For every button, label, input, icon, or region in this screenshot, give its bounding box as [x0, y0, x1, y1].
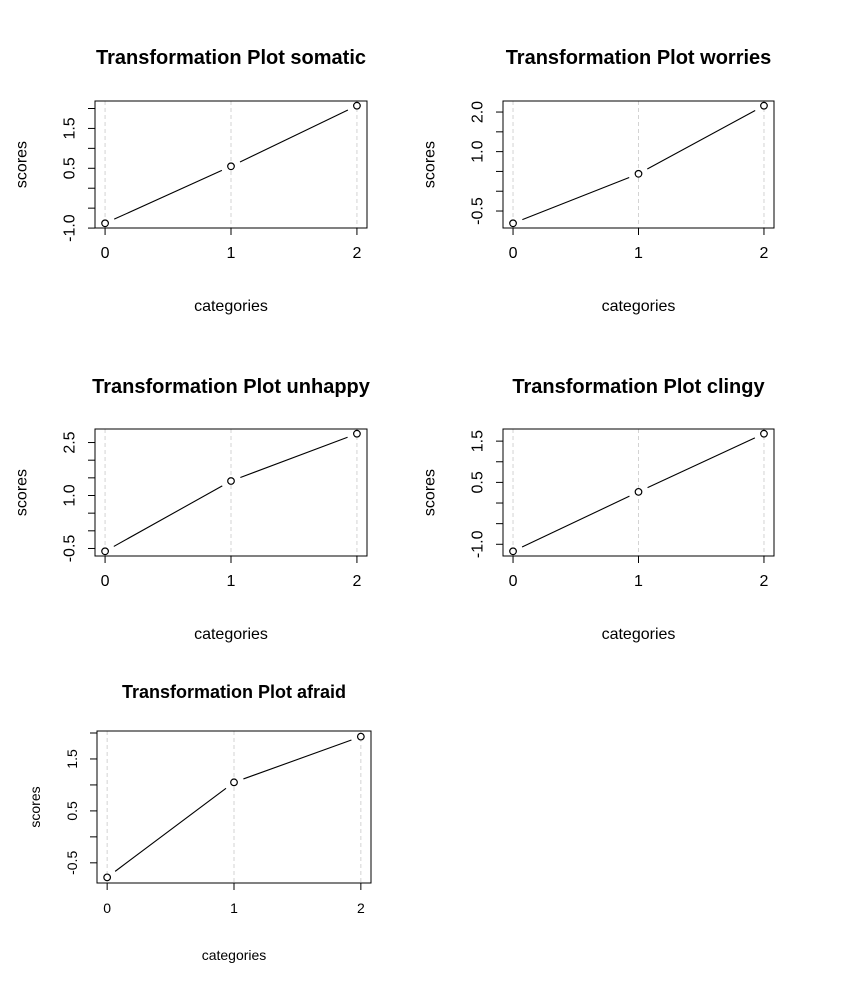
x-axis-label: categories	[194, 298, 268, 315]
y-tick-label: 1.5	[64, 749, 80, 769]
y-tick-label: -1.0	[62, 214, 79, 242]
data-point	[103, 873, 112, 882]
x-tick-label: 0	[101, 245, 110, 262]
x-tick-label: 1	[227, 573, 236, 590]
y-tick-label: -0.5	[62, 535, 79, 563]
plot-title: Transformation Plot unhappy	[92, 376, 371, 398]
y-axis-label: scores	[422, 141, 439, 188]
plot-title: Transformation Plot worries	[506, 47, 772, 69]
y-tick-label: 1.0	[62, 484, 79, 506]
data-point	[353, 429, 361, 438]
x-tick-label: 1	[634, 245, 643, 262]
x-tick-label: 2	[352, 245, 361, 262]
plot-0: Transformation Plot somatic 0 1 2 categories…	[14, 47, 368, 315]
x-tick-label: 2	[760, 573, 769, 590]
data-point	[634, 487, 643, 496]
y-tick-label: 0.5	[62, 157, 79, 179]
y-tick-label: -0.5	[64, 851, 80, 875]
plot-2: Transformation Plot unhappy 0 1 2 categories…	[14, 376, 371, 643]
series-segment	[647, 109, 756, 170]
x-tick-label: 1	[230, 900, 238, 916]
x-tick-label: 0	[509, 573, 518, 590]
plot-title: Transformation Plot somatic	[96, 47, 366, 69]
data-point	[509, 547, 517, 556]
x-tick-label: 0	[101, 573, 110, 590]
plot-1: Transformation Plot worries 0 1 2 categories…	[422, 47, 775, 315]
x-axis-label: categories	[202, 947, 267, 963]
x-tick-label: 0	[103, 900, 111, 916]
plot-title: Transformation Plot clingy	[512, 376, 765, 398]
x-axis-label: categories	[194, 626, 268, 643]
series-segment	[239, 109, 349, 163]
series-segment	[113, 169, 223, 220]
data-point	[634, 169, 643, 178]
data-point	[356, 732, 365, 741]
y-tick-label: 0.5	[470, 471, 487, 493]
x-tick-label: 1	[227, 245, 236, 262]
series-segment	[521, 495, 630, 548]
plot-3: Transformation Plot clingy 0 1 2 categories -…	[422, 376, 775, 643]
y-axis-label: scores	[27, 786, 43, 827]
data-point	[227, 162, 235, 171]
y-axis-label: scores	[14, 141, 31, 188]
data-point	[101, 219, 109, 228]
x-tick-label: 2	[352, 573, 361, 590]
y-axis-label: scores	[14, 469, 31, 516]
series-segment	[113, 485, 223, 547]
y-tick-label: -0.5	[470, 197, 487, 225]
data-point	[101, 547, 109, 556]
y-tick-label: 1.0	[470, 140, 487, 162]
y-axis-label: scores	[422, 469, 439, 516]
x-tick-label: 1	[634, 573, 643, 590]
series-segment	[240, 436, 348, 479]
y-tick-label: 1.5	[62, 117, 79, 139]
series-segment	[522, 176, 630, 221]
series-segment	[114, 787, 227, 872]
series-segment	[647, 437, 756, 489]
data-point	[760, 429, 768, 438]
y-tick-label: 0.5	[64, 801, 80, 821]
y-tick-label: -1.0	[470, 530, 487, 558]
data-point	[230, 778, 238, 787]
x-axis-label: categories	[602, 626, 676, 643]
data-point	[353, 101, 361, 110]
series-segment	[243, 739, 352, 780]
x-axis-label: categories	[602, 298, 676, 315]
x-tick-label: 2	[760, 245, 769, 262]
plot-title: Transformation Plot afraid	[122, 682, 346, 702]
data-point	[509, 219, 517, 228]
data-point	[760, 101, 768, 110]
y-tick-label: 1.5	[470, 430, 487, 452]
x-tick-label: 0	[509, 245, 518, 262]
x-tick-label: 2	[357, 900, 365, 916]
plot-4: Transformation Plot afraid 0 1 2 categories -…	[27, 682, 372, 963]
data-point	[227, 477, 235, 485]
y-tick-label: 2.5	[62, 431, 79, 453]
y-tick-label: 2.0	[470, 101, 487, 123]
